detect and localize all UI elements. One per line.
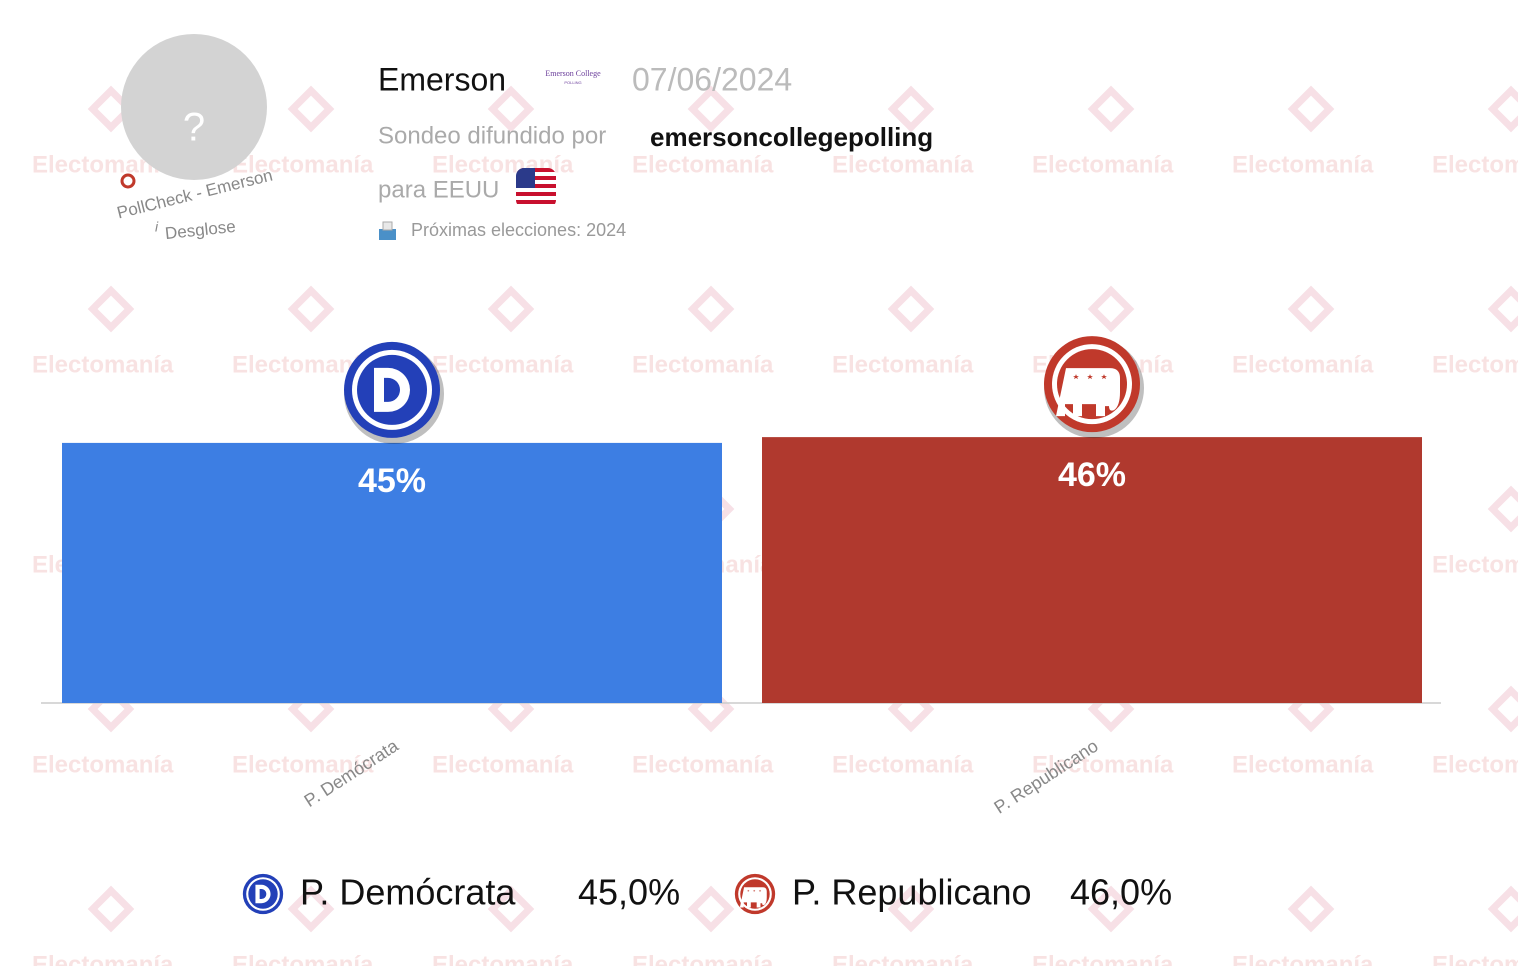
flag (516, 168, 556, 208)
watermark-logo (87, 885, 135, 933)
watermark-logo (1087, 85, 1135, 133)
pollster-logo: POLLING (564, 80, 581, 85)
logo-d (255, 884, 271, 904)
pollster-logo: Emerson College (545, 69, 601, 78)
watermark-text: Electomanía (1232, 351, 1374, 378)
value-label: 46% (1058, 456, 1126, 494)
watermark-logo (487, 85, 535, 133)
breakdown-link[interactable]: Desglose (164, 217, 236, 243)
value-label: 45% (358, 462, 426, 500)
watermark-logo (1487, 685, 1518, 733)
watermark-logo (887, 885, 935, 933)
pollster: Emerson (378, 61, 506, 97)
badge-icon (120, 173, 136, 189)
watermark-logo (1487, 85, 1518, 133)
logo-stars (1073, 374, 1107, 380)
republican-logo (1044, 336, 1144, 439)
logo-d (374, 367, 410, 412)
watermark-text: Electomanía (832, 751, 974, 778)
watermark-text: Electomanía (1432, 551, 1518, 578)
logo-elephant (1056, 368, 1120, 417)
region: para EEUU (378, 176, 499, 203)
watermark-logo (287, 885, 335, 933)
watermark-logo (687, 85, 735, 133)
democrat-logo (344, 341, 444, 444)
watermark-text: Electomanía (1432, 951, 1518, 966)
watermark-logo (1487, 285, 1518, 333)
logo-inner (357, 354, 427, 425)
logo-inner (248, 879, 278, 909)
watermark-logo (1287, 285, 1335, 333)
watermark-text: Electomanía (832, 351, 974, 378)
published-by-label: Sondeo difundido por (378, 122, 606, 149)
watermark-text: Electomanía (1432, 151, 1518, 178)
watermark-text: Electomanía (832, 151, 974, 178)
bar (762, 437, 1422, 703)
democrat-logo (242, 873, 284, 915)
republican-logo (734, 873, 776, 915)
watermark-logo (1487, 885, 1518, 933)
watermark-logo (887, 85, 935, 133)
published-by: emersoncollegepolling (650, 122, 933, 152)
logo-stars (747, 889, 762, 892)
watermark-logo (487, 885, 535, 933)
next-elections: Próximas elecciones: 2024 (411, 220, 626, 240)
watermark-logo (487, 285, 535, 333)
watermark-text: Electomanía (232, 951, 374, 966)
watermark-text: Electomanía (632, 151, 774, 178)
legend-value: 45,0% (578, 872, 680, 913)
watermark-logo (1087, 885, 1135, 933)
legend-value: 46,0% (1070, 872, 1172, 913)
date: 07/06/2024 (632, 61, 792, 97)
watermark-text: Electomanía (1432, 351, 1518, 378)
watermark-logo (87, 85, 135, 133)
watermark-logo (687, 285, 735, 333)
watermark-text: Electomanía (632, 351, 774, 378)
ballot-icon (379, 221, 396, 240)
watermark-text: Electomanía (32, 951, 174, 966)
watermark-text: Electomanía (432, 351, 574, 378)
watermark-text: Electomanía (1232, 951, 1374, 966)
watermark-logo (87, 285, 135, 333)
watermark-logo (687, 885, 735, 933)
watermark-logo (287, 85, 335, 133)
watermark-text: Electomanía (832, 951, 974, 966)
logo-elephant (739, 887, 767, 908)
watermark-text: Electomanía (1032, 151, 1174, 178)
watermark-text: Electomanía (432, 751, 574, 778)
watermark-text: Electomanía (32, 351, 174, 378)
watermark-text: Electomanía (432, 951, 574, 966)
avatar (121, 34, 267, 180)
watermark-text: Electomanía (232, 751, 374, 778)
bar (62, 442, 722, 703)
watermark-logo (1287, 885, 1335, 933)
avatar-text: ? (183, 106, 205, 150)
watermark-text: Electomanía (632, 751, 774, 778)
watermark-text: Electomanía (1232, 151, 1374, 178)
watermark-text: Electomanía (1432, 751, 1518, 778)
watermark-logo (287, 285, 335, 333)
legend-name: P. Demócrata (300, 872, 516, 913)
info-icon: i (155, 219, 159, 235)
watermark-logo (1287, 85, 1335, 133)
watermark-text: Electomanía (32, 751, 174, 778)
watermark-text: Electomanía (632, 951, 774, 966)
watermark-text: Electomanía (232, 151, 374, 178)
watermark-logo (887, 285, 935, 333)
watermark-text: Electomanía (1032, 951, 1174, 966)
watermark-logo (1087, 285, 1135, 333)
watermark-logo (1487, 485, 1518, 533)
legend-name: P. Republicano (792, 872, 1032, 913)
watermark-text: Electomanía (1232, 751, 1374, 778)
watermark-text: Electomanía (1032, 751, 1174, 778)
